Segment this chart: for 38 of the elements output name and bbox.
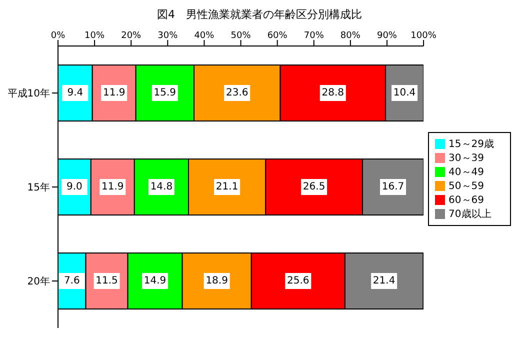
- data-label: 16.7: [382, 182, 404, 192]
- data-label: 9.0: [66, 182, 82, 192]
- x-tick-label: 20%: [121, 31, 142, 41]
- x-tick-label: 40%: [194, 31, 215, 41]
- x-tick-label: 60%: [267, 31, 288, 41]
- data-label: 11.9: [102, 182, 124, 192]
- data-label: 7.6: [64, 276, 80, 286]
- data-label: 9.4: [67, 88, 84, 98]
- x-tick-label: 10%: [84, 31, 105, 41]
- x-tick-label: 80%: [340, 31, 361, 41]
- data-label: 18.9: [206, 276, 228, 286]
- legend-label: 40～49: [448, 167, 484, 178]
- data-label: 10.4: [393, 88, 416, 98]
- data-label: 21.1: [216, 182, 238, 192]
- data-label: 15.9: [154, 88, 176, 98]
- data-label: 21.4: [372, 276, 396, 286]
- x-tick-label: 30%: [158, 31, 178, 41]
- x-tick-label: 100%: [410, 31, 437, 41]
- y-tick-label: 15年: [27, 182, 50, 194]
- x-tick-label: 50%: [230, 31, 252, 41]
- legend-label: 70歳以上: [448, 209, 492, 220]
- data-label: 25.6: [287, 276, 310, 286]
- y-tick-label: 20年: [27, 276, 50, 288]
- x-tick-label: 0%: [50, 31, 66, 41]
- legend-label: 60～69: [448, 195, 484, 206]
- legend-label: 30～39: [448, 153, 484, 164]
- data-label: 23.6: [226, 88, 248, 98]
- legend-label: 15～29歳: [448, 139, 494, 150]
- data-label: 28.8: [322, 88, 344, 98]
- data-label: 11.5: [96, 276, 118, 286]
- legend-label: 50～59: [448, 181, 484, 192]
- x-tick-label: 90%: [376, 31, 398, 41]
- data-label: 14.8: [150, 182, 173, 192]
- data-label: 14.9: [144, 276, 166, 286]
- data-label: 11.9: [102, 88, 126, 98]
- x-tick-label: 70%: [304, 31, 324, 41]
- chart-title: 図4 男性漁業就業者の年齢区分別構成比: [156, 8, 363, 22]
- data-label: 26.5: [302, 182, 326, 192]
